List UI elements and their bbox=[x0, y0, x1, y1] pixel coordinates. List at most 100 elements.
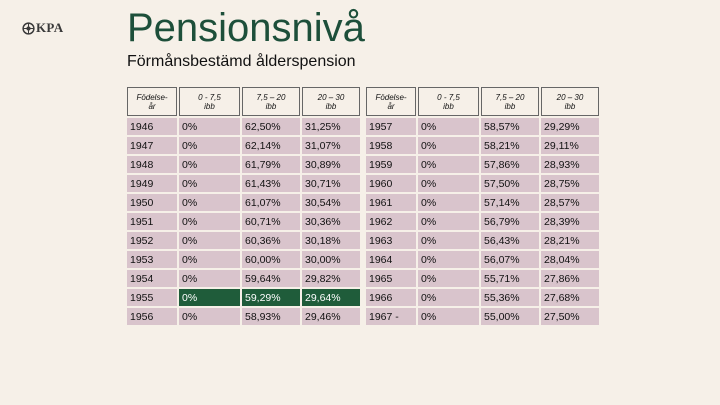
cell-band-0-7-5: 0% bbox=[179, 194, 240, 211]
table-row: 1951 0% 60,71% 30,36% bbox=[127, 213, 360, 230]
cell-band-7-5-20: 58,93% bbox=[242, 308, 300, 325]
cell-band-7-5-20: 57,14% bbox=[481, 194, 539, 211]
table-row: 1960 0% 57,50% 28,75% bbox=[366, 175, 599, 192]
cell-band-20-30: 29,29% bbox=[541, 118, 599, 135]
page-title: Pensionsnivå bbox=[127, 6, 365, 50]
cell-birth-year: 1957 bbox=[366, 118, 416, 135]
cell-birth-year: 1964 bbox=[366, 251, 416, 268]
cell-band-0-7-5: 0% bbox=[179, 232, 240, 249]
cell-birth-year: 1951 bbox=[127, 213, 177, 230]
cell-birth-year: 1954 bbox=[127, 270, 177, 287]
table-row: 1950 0% 61,07% 30,54% bbox=[127, 194, 360, 211]
cell-band-7-5-20: 59,29% bbox=[242, 289, 300, 306]
table-row: 1965 0% 55,71% 27,86% bbox=[366, 270, 599, 287]
cell-band-7-5-20: 60,36% bbox=[242, 232, 300, 249]
cell-band-7-5-20: 62,14% bbox=[242, 137, 300, 154]
table-row: 1967 -0% 55,00% 27,50% bbox=[366, 308, 599, 325]
column-header-band-7-5-20: 7,5 – 20 ibb bbox=[481, 87, 539, 116]
cell-band-7-5-20: 61,07% bbox=[242, 194, 300, 211]
table-row: 1946 0% 62,50% 31,25% bbox=[127, 118, 360, 135]
cell-band-7-5-20: 60,00% bbox=[242, 251, 300, 268]
cell-band-0-7-5: 0% bbox=[179, 308, 240, 325]
cell-band-0-7-5: 0% bbox=[179, 289, 240, 306]
column-header-band-20-30: 20 – 30 ibb bbox=[541, 87, 599, 116]
cell-band-20-30: 30,18% bbox=[302, 232, 360, 249]
cell-birth-year: 1956 bbox=[127, 308, 177, 325]
table-row: 1948 0% 61,79% 30,89% bbox=[127, 156, 360, 173]
cell-band-0-7-5: 0% bbox=[179, 270, 240, 287]
cell-band-20-30: 31,07% bbox=[302, 137, 360, 154]
kpa-emblem-icon bbox=[22, 21, 35, 35]
cell-band-7-5-20: 55,36% bbox=[481, 289, 539, 306]
cell-band-7-5-20: 58,21% bbox=[481, 137, 539, 154]
cell-band-20-30: 30,89% bbox=[302, 156, 360, 173]
table-row: 1963 0% 56,43% 28,21% bbox=[366, 232, 599, 249]
cell-band-7-5-20: 56,79% bbox=[481, 213, 539, 230]
cell-band-7-5-20: 57,50% bbox=[481, 175, 539, 192]
cell-band-0-7-5: 0% bbox=[418, 251, 479, 268]
table-row: 1957 0% 58,57% 29,29% bbox=[366, 118, 599, 135]
table-row: 1966 0% 55,36% 27,68% bbox=[366, 289, 599, 306]
cell-band-0-7-5: 0% bbox=[179, 118, 240, 135]
cell-band-20-30: 29,82% bbox=[302, 270, 360, 287]
cell-band-7-5-20: 55,00% bbox=[481, 308, 539, 325]
cell-band-7-5-20: 56,43% bbox=[481, 232, 539, 249]
kpa-logo-text: KPA bbox=[36, 20, 64, 35]
cell-band-20-30: 27,50% bbox=[541, 308, 599, 325]
cell-birth-year: 1959 bbox=[366, 156, 416, 173]
cell-birth-year: 1947 bbox=[127, 137, 177, 154]
cell-band-0-7-5: 0% bbox=[179, 175, 240, 192]
cell-birth-year: 1952 bbox=[127, 232, 177, 249]
cell-birth-year: 1960 bbox=[366, 175, 416, 192]
cell-band-20-30: 29,46% bbox=[302, 308, 360, 325]
cell-band-20-30: 28,21% bbox=[541, 232, 599, 249]
cell-band-0-7-5: 0% bbox=[418, 289, 479, 306]
table-header-row: Födelse- år 0 - 7,5 ibb 7,5 – 20 ibb 20 – 3… bbox=[366, 87, 599, 116]
cell-band-7-5-20: 55,71% bbox=[481, 270, 539, 287]
cell-band-7-5-20: 61,43% bbox=[242, 175, 300, 192]
table-row: 1959 0% 57,86% 28,93% bbox=[366, 156, 599, 173]
cell-band-7-5-20: 57,86% bbox=[481, 156, 539, 173]
column-header-band-20-30: 20 – 30 ibb bbox=[302, 87, 360, 116]
table-row: 1958 0% 58,21% 29,11% bbox=[366, 137, 599, 154]
cell-band-7-5-20: 59,64% bbox=[242, 270, 300, 287]
cell-band-0-7-5: 0% bbox=[418, 270, 479, 287]
cell-band-20-30: 27,86% bbox=[541, 270, 599, 287]
pension-table-right: Födelse- år 0 - 7,5 ibb 7,5 – 20 ibb 20 – 3… bbox=[364, 85, 601, 327]
cell-band-20-30: 30,36% bbox=[302, 213, 360, 230]
cell-band-20-30: 30,71% bbox=[302, 175, 360, 192]
cell-band-20-30: 28,04% bbox=[541, 251, 599, 268]
cell-birth-year: 1962 bbox=[366, 213, 416, 230]
cell-band-0-7-5: 0% bbox=[418, 194, 479, 211]
cell-band-20-30: 30,00% bbox=[302, 251, 360, 268]
table-row: 1961 0% 57,14% 28,57% bbox=[366, 194, 599, 211]
cell-band-20-30: 27,68% bbox=[541, 289, 599, 306]
cell-birth-year: 1949 bbox=[127, 175, 177, 192]
cell-band-7-5-20: 62,50% bbox=[242, 118, 300, 135]
cell-band-0-7-5: 0% bbox=[179, 213, 240, 230]
table-row: 1964 0% 56,07% 28,04% bbox=[366, 251, 599, 268]
cell-birth-year: 1967 - bbox=[366, 308, 416, 325]
column-header-birth-year: Födelse- år bbox=[366, 87, 416, 116]
table-row: 1953 0% 60,00% 30,00% bbox=[127, 251, 360, 268]
cell-band-0-7-5: 0% bbox=[418, 308, 479, 325]
cell-band-20-30: 28,39% bbox=[541, 213, 599, 230]
table-row: 1954 0% 59,64% 29,82% bbox=[127, 270, 360, 287]
cell-birth-year: 1966 bbox=[366, 289, 416, 306]
cell-birth-year: 1958 bbox=[366, 137, 416, 154]
cell-band-0-7-5: 0% bbox=[418, 156, 479, 173]
cell-band-0-7-5: 0% bbox=[418, 137, 479, 154]
cell-band-0-7-5: 0% bbox=[179, 137, 240, 154]
cell-band-0-7-5: 0% bbox=[179, 251, 240, 268]
table-header-row: Födelse- år 0 - 7,5 ibb 7,5 – 20 ibb 20 – 3… bbox=[127, 87, 360, 116]
cell-band-0-7-5: 0% bbox=[418, 118, 479, 135]
cell-band-20-30: 30,54% bbox=[302, 194, 360, 211]
cell-band-20-30: 28,57% bbox=[541, 194, 599, 211]
cell-birth-year: 1953 bbox=[127, 251, 177, 268]
table-row: 1952 0% 60,36% 30,18% bbox=[127, 232, 360, 249]
cell-band-7-5-20: 56,07% bbox=[481, 251, 539, 268]
cell-birth-year: 1955 bbox=[127, 289, 177, 306]
cell-band-20-30: 29,64% bbox=[302, 289, 360, 306]
column-header-band-0-7-5: 0 - 7,5 ibb bbox=[418, 87, 479, 116]
kpa-logo: KPA bbox=[22, 20, 63, 36]
